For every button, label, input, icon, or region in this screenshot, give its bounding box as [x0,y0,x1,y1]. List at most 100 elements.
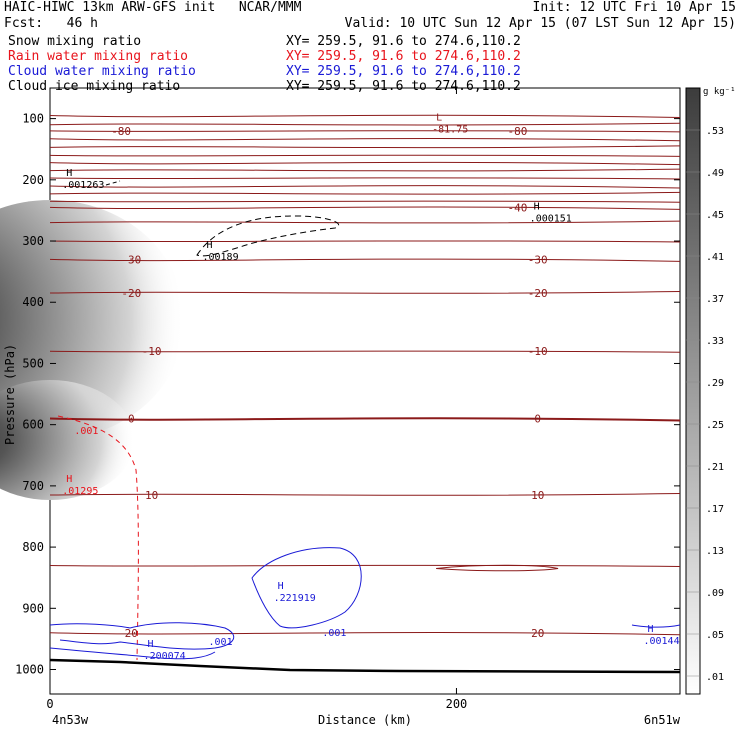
colorbar-label: .21 [706,462,724,473]
cloud-ice-contour [196,215,340,257]
header-forecast: Fcst: 46 h [4,16,98,31]
extremum-marker: H [66,474,72,485]
field-snow-xy: XY= 259.5, 91.6 to 274.6,110.2 [286,34,521,49]
isotherm-label: -80 [507,125,527,138]
x-tick-label: 200 [446,697,468,711]
y-tick-label: 1000 [15,663,44,677]
colorbar-label: .37 [706,294,724,305]
isotherm-line [49,258,681,262]
cloud-water-contour-low2 [49,647,216,660]
isotherm-line [49,161,681,166]
field-snow-name: Snow mixing ratio [8,34,142,49]
contour-value-label: .001 [209,637,233,648]
isotherm-line [49,291,681,294]
field-cloudwater-xy: XY= 259.5, 91.6 to 274.6,110.2 [286,64,521,79]
extremum-value: .200074 [144,651,186,662]
isotherm-label: 0 [128,413,135,426]
extremum-value: .221919 [274,593,316,604]
colorbar-label: .17 [706,504,724,515]
cloud-water-contour-low [49,622,235,650]
isotherm-line [49,185,681,189]
cloud-water-contour-right [631,624,681,628]
field-rain-name: Rain water mixing ratio [8,49,189,64]
y-tick-label: 900 [22,601,44,615]
x-axis-title: Distance (km) [318,713,412,727]
y-axis-title: Pressure (hPa) [3,344,17,445]
isotherm-label: 10 [145,489,158,502]
extremum-marker: L [436,113,442,124]
x-tick-label: 0 [46,697,53,711]
colorbar-unit: g kg⁻¹ [703,87,736,97]
isotherm-line [49,220,681,224]
isotherm-line [49,145,681,149]
colorbar-label: .09 [706,588,724,599]
isotherm-line [49,417,681,422]
isotherm-line [49,240,681,243]
x-left-endpoint: 4n53w [52,713,89,727]
isotherm-line [49,350,681,353]
y-tick-label: 700 [22,479,44,493]
extremum-value: .001263 [62,180,104,191]
snow-mixing-shading-lower [0,380,135,500]
isotherm-label: -30 [528,253,548,266]
isotherm-label: -10 [528,345,548,358]
isotherm-line [49,493,681,496]
cloud-ice-contour-small [105,180,121,186]
colorbar-label: .45 [706,210,724,221]
field-cloudwater-name: Cloud water mixing ratio [8,64,196,79]
isotherm-line [49,200,681,203]
isotherm-line [49,191,681,195]
colorbar-label: .53 [706,126,724,137]
y-tick-label: 100 [22,112,44,126]
header-title: HAIC-HIWC 13km ARW-GFS init NCAR/MMM [4,0,302,15]
colorbar-label: .01 [706,672,724,683]
y-tick-label: 600 [22,418,44,432]
isotherm-label: -20 [121,287,141,300]
y-tick-label: 400 [22,295,44,309]
contour-value-label: .001 [74,426,98,437]
extremum-value: -81.75 [432,125,468,136]
colorbar-label: .49 [706,168,724,179]
extremum-marker: H [148,639,154,650]
extremum-value: .00144 [643,636,679,647]
extremum-marker: H [534,201,540,212]
colorbar-label: .29 [706,378,724,389]
isotherm-closed [436,564,559,572]
rain-water-contour [57,415,139,661]
x-right-endpoint: 6n51w [644,713,681,727]
isotherm-line [49,177,681,180]
isotherm-line [49,114,681,119]
isotherm-line [49,168,681,172]
terrain-line [49,658,681,674]
y-tick-label: 200 [22,173,44,187]
isotherm-label: -40 [507,201,527,214]
y-tick-label: 800 [22,540,44,554]
y-tick-label: 500 [22,356,44,370]
isotherm-label: 0 [534,413,541,426]
colorbar-label: .25 [706,420,724,431]
isotherm-label: 10 [531,489,544,502]
isotherm-line [49,154,681,157]
isotherm-line [49,564,681,567]
extremum-marker: H [66,168,72,179]
isotherm-label: -30 [121,253,141,266]
isotherm-line [49,122,681,126]
isotherm-line [49,130,681,133]
isotherm-line [49,206,681,210]
field-cloudice-name: Cloud ice mixing ratio [8,79,181,94]
colorbar-label: .13 [706,546,724,557]
isotherm-label: -80 [111,125,131,138]
colorbar-label: .41 [706,252,724,263]
extremum-value: .00189 [202,252,238,263]
contour-value-label: .001 [322,628,346,639]
colorbar-label: .05 [706,630,724,641]
extremum-marker: H [278,581,284,592]
isotherm-label: 20 [531,627,544,640]
colorbar-label: .33 [706,336,724,347]
extremum-value: .000151 [530,213,572,224]
isotherm-label: -20 [528,287,548,300]
isotherm-label: -10 [142,345,162,358]
isotherm-line [49,137,681,142]
cloud-water-contour-mid [251,547,362,629]
extremum-value: .01295 [62,486,98,497]
